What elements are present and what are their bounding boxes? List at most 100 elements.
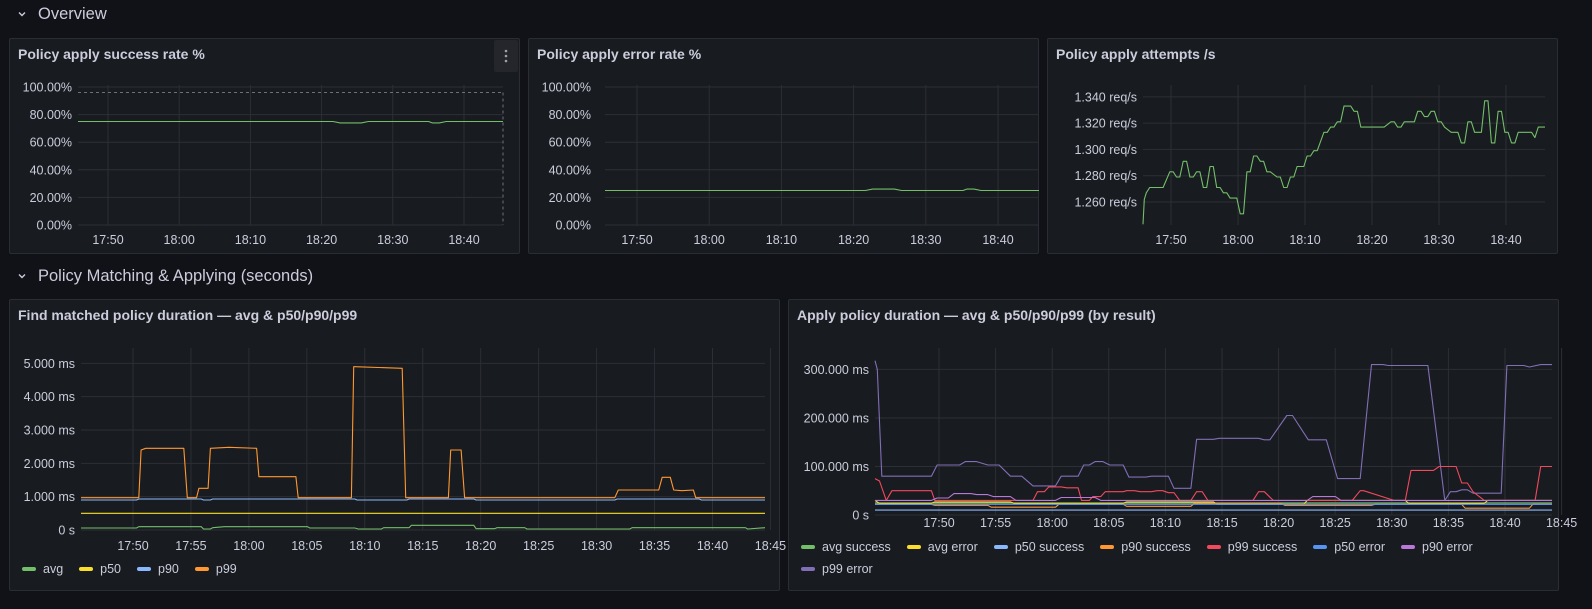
error-rate-chart[interactable]: 0.00% 20.00% 40.00% 60.00% 80.00% 100.00% 17:5…	[529, 39, 1040, 255]
legend-swatch-icon	[1401, 545, 1415, 549]
find-matched-chart[interactable]: 0 s 1.000 ms 2.000 ms 3.000 ms 4.000 ms 5.000…	[10, 300, 786, 592]
series-p99	[81, 366, 765, 499]
legend-label: avg	[43, 562, 64, 576]
x-tick-label: 18:00	[1037, 516, 1068, 530]
x-tick-label: 18:05	[291, 539, 322, 553]
x-tick-label: 18:40	[982, 233, 1013, 247]
y-tick-label: 0.00%	[556, 219, 591, 233]
legend-label: p99 success	[1227, 540, 1298, 554]
x-tick-label: 17:55	[980, 516, 1011, 530]
grid: 0 s 100.000 ms 200.000 ms 300.000 ms 17:50 17…	[804, 348, 1577, 530]
legend-label: avg error	[927, 540, 978, 554]
legend-item-p90[interactable]: p90	[137, 560, 179, 578]
section-header-policy-matching[interactable]: Policy Matching & Applying (seconds)	[16, 264, 313, 288]
x-tick-label: 18:20	[465, 539, 496, 553]
x-tick-label: 17:50	[117, 539, 148, 553]
y-tick-label: 100.00%	[23, 81, 72, 95]
x-tick-label: 18:30	[1423, 233, 1454, 247]
apply-duration-chart[interactable]: 0 s 100.000 ms 200.000 ms 300.000 ms 17:50 17…	[789, 300, 1577, 592]
section-title: Policy Matching & Applying (seconds)	[38, 266, 314, 285]
legend-label: p90 success	[1121, 540, 1191, 554]
y-tick-label: 200.000 ms	[804, 411, 869, 425]
series-p90	[81, 498, 765, 501]
panel-title: Apply policy duration — avg & p50/p90/p9…	[797, 307, 1156, 323]
x-tick-label: 18:00	[694, 233, 725, 247]
legend-label: avg success	[822, 540, 891, 554]
x-tick-label: 18:20	[1263, 516, 1294, 530]
series-error-rate	[605, 188, 1039, 192]
series-p90-error	[875, 493, 1552, 501]
y-tick-label: 40.00%	[549, 163, 591, 177]
chevron-down-icon	[16, 270, 28, 282]
panel-attempts: Policy apply attempts /s 1.260 req/s 1.28…	[1047, 38, 1558, 254]
legend-item-p50[interactable]: p50	[79, 560, 121, 578]
legend-item-avg-success[interactable]: avg success	[801, 538, 891, 556]
x-tick-label: 18:00	[1222, 233, 1253, 247]
x-tick-label: 18:20	[306, 233, 337, 247]
legend-item-p99[interactable]: p99	[194, 560, 237, 578]
chevron-down-icon	[16, 8, 28, 20]
panel-title: Policy apply error rate %	[537, 46, 702, 62]
grid: 0 s 1.000 ms 2.000 ms 3.000 ms 4.000 ms 5.000…	[24, 348, 786, 553]
x-tick-label: 18:40	[448, 233, 479, 247]
series-attempts	[1142, 100, 1545, 225]
y-tick-label: 20.00%	[549, 191, 591, 205]
legend-label: p50	[100, 562, 122, 576]
y-tick-label: 80.00%	[549, 108, 591, 122]
legend-label: p50 error	[1334, 540, 1385, 554]
grid: 0.00% 20.00% 40.00% 60.00% 80.00% 100.00% 17:5…	[542, 81, 1039, 247]
y-tick-label: 100.00%	[542, 81, 591, 95]
legend-item-p90-success[interactable]: p90 success	[1100, 538, 1191, 556]
x-tick-label: 18:40	[697, 539, 728, 553]
panel-apply-duration: Apply policy duration — avg & p50/p90/p9…	[788, 299, 1577, 592]
y-tick-label: 300.000 ms	[804, 363, 869, 377]
x-tick-label: 18:35	[1433, 516, 1464, 530]
y-tick-label: 1.340 req/s	[1074, 90, 1137, 104]
y-tick-label: 4.000 ms	[24, 390, 75, 404]
legend-swatch-icon	[801, 545, 815, 549]
x-tick-label: 18:30	[377, 233, 408, 247]
series-p99-success	[874, 465, 1552, 501]
x-tick-label: 18:15	[407, 539, 438, 553]
y-tick-label: 5.000 ms	[24, 357, 75, 371]
y-tick-label: 1.300 req/s	[1074, 143, 1137, 157]
chart-legend: avg p50 p90 p99	[22, 560, 237, 578]
y-tick-label: 1.280 req/s	[1074, 169, 1137, 183]
legend-label: p99	[215, 562, 237, 576]
legend-swatch-icon	[906, 545, 921, 549]
panel-menu-button[interactable]	[494, 40, 518, 72]
kebab-menu-icon	[504, 49, 508, 63]
attempts-chart[interactable]: 1.260 req/s 1.280 req/s 1.300 req/s 1.320 r…	[1048, 39, 1559, 255]
legend-item-p90-error[interactable]: p90 error	[1401, 538, 1473, 556]
panel-find-matched-duration: Find matched policy duration — avg & p50…	[9, 299, 786, 592]
legend-swatch-icon	[1313, 545, 1328, 549]
y-tick-label: 80.00%	[30, 108, 72, 122]
x-tick-label: 18:00	[164, 233, 195, 247]
series-success-rate	[78, 120, 503, 124]
grid: 1.260 req/s 1.280 req/s 1.300 req/s 1.320 r…	[1074, 85, 1545, 247]
legend-item-p99-success[interactable]: p99 success	[1206, 538, 1298, 556]
section-header-overview[interactable]: Overview	[16, 2, 107, 26]
legend-swatch-icon	[137, 567, 152, 571]
legend-swatch-icon	[79, 567, 94, 571]
panel-success-rate: Policy apply success rate % 0.00% 20.00% 4…	[9, 38, 520, 254]
y-tick-label: 1.260 req/s	[1074, 196, 1137, 210]
x-tick-label: 18:30	[1376, 516, 1407, 530]
y-tick-label: 100.000 ms	[804, 460, 869, 474]
y-tick-label: 60.00%	[549, 136, 591, 150]
legend-item-avg-error[interactable]: avg error	[906, 538, 978, 556]
y-tick-label: 20.00%	[30, 191, 72, 205]
legend-item-p50-success[interactable]: p50 success	[993, 538, 1084, 556]
success-rate-chart[interactable]: 0.00% 20.00% 40.00% 60.00% 80.00% 100.00% 17:5…	[10, 39, 521, 255]
series-avg-error	[874, 499, 1552, 505]
x-tick-label: 18:25	[1320, 516, 1351, 530]
panel-title: Policy apply attempts /s	[1056, 46, 1216, 62]
legend-item-avg[interactable]: avg	[22, 560, 63, 578]
section-title: Overview	[38, 4, 107, 23]
legend-item-p99-error[interactable]: p99 error	[801, 560, 873, 578]
x-tick-label: 18:05	[1093, 516, 1124, 530]
legend-swatch-icon	[1206, 545, 1221, 549]
legend-item-p50-error[interactable]: p50 error	[1313, 538, 1385, 556]
panel-title: Find matched policy duration — avg & p50…	[18, 307, 358, 323]
y-tick-label: 40.00%	[30, 163, 72, 177]
